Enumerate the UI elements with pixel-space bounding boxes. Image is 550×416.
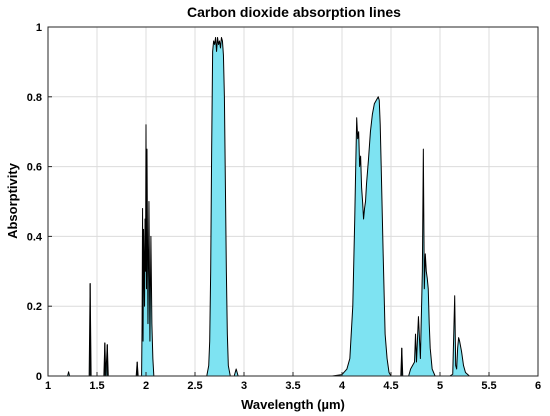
x-tick-label: 2.5: [187, 380, 202, 392]
x-tick-label: 1.5: [89, 380, 104, 392]
x-tick-label: 2: [143, 380, 149, 392]
x-tick-label: 3: [241, 380, 247, 392]
x-axis-label: Wavelength (µm): [241, 397, 345, 412]
x-tick-label: 6: [535, 380, 541, 392]
gridlines: [48, 27, 538, 376]
x-tick-label: 1: [45, 380, 51, 392]
tick-labels: 1 1.5 2 2.5 3 3.5 4 4.5 5 5.5 6 0 0.2 0.4 0.6 0.8 1: [27, 22, 541, 392]
y-tick-label: 0.2: [27, 301, 42, 313]
plot-area: [47, 36, 539, 377]
x-tick-label: 4.5: [383, 380, 398, 392]
y-tick-label: 0: [36, 371, 42, 383]
x-tick-label: 3.5: [285, 380, 300, 392]
chart-title: Carbon dioxide absorption lines: [187, 4, 401, 20]
x-tick-label: 5: [437, 380, 443, 392]
x-tick-label: 5.5: [481, 380, 496, 392]
y-axis-label: Absorptivity: [5, 162, 20, 239]
y-tick-label: 0.8: [27, 92, 42, 104]
y-tick-label: 1: [36, 22, 42, 34]
absorption-area: [47, 36, 539, 377]
y-tick-label: 0.6: [27, 162, 42, 174]
y-tick-label: 0.4: [27, 231, 43, 243]
x-tick-label: 4: [339, 380, 346, 392]
